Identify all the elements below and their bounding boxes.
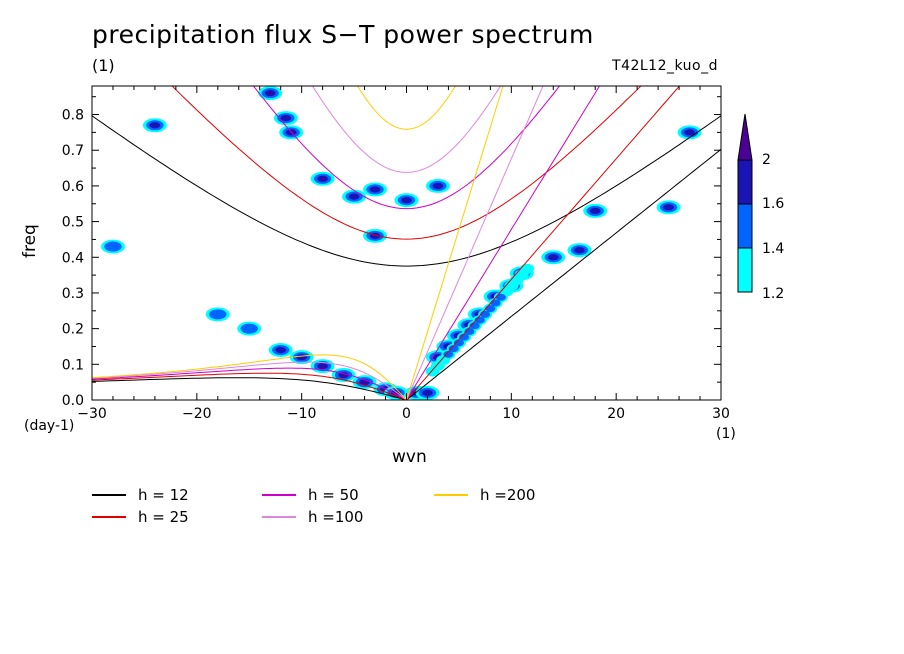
colorbar-top-triangle bbox=[737, 113, 753, 161]
plot-frame bbox=[91, 85, 722, 401]
x-tick-label: 10 bbox=[502, 406, 520, 422]
dispersion-curves bbox=[92, 86, 721, 400]
x-tick-label: −30 bbox=[77, 406, 107, 422]
legend-item-h100: h =100 bbox=[262, 508, 363, 526]
kelvin-curve bbox=[406, 86, 544, 400]
legend-label: h =100 bbox=[308, 508, 364, 526]
kelvin-curve bbox=[406, 86, 601, 400]
gravity-curve bbox=[92, 115, 721, 267]
axis-ticks: −30 −20 −10 0 10 20 30 0.0 0.1 0.2 0.3 0.4 0.5 0.6 0.7… bbox=[62, 86, 730, 422]
power-contour bbox=[684, 129, 695, 136]
power-contour bbox=[296, 354, 307, 361]
power-contour bbox=[320, 364, 325, 368]
x-tick-label: −20 bbox=[182, 406, 212, 422]
colorbar-label: 1.4 bbox=[762, 241, 784, 257]
x-tick-label: 20 bbox=[607, 406, 625, 422]
x-tick-label: −10 bbox=[287, 406, 317, 422]
colorbar-label: 1.6 bbox=[762, 196, 784, 212]
legend-swatch bbox=[262, 516, 296, 518]
legend-swatch bbox=[262, 494, 296, 496]
x-axis-unit: (1) bbox=[716, 426, 736, 442]
x-axis-label: wvn bbox=[392, 447, 427, 467]
colorbar: 1.2 1.4 1.6 2 bbox=[737, 113, 784, 302]
power-contour bbox=[341, 373, 346, 377]
legend-label: h = 50 bbox=[308, 486, 359, 504]
legend-swatch bbox=[92, 494, 126, 496]
legend-item-h12: h = 12 bbox=[92, 486, 189, 504]
rossby-curve bbox=[92, 354, 407, 400]
power-contour bbox=[362, 381, 367, 384]
power-contour bbox=[520, 263, 535, 274]
power-contour bbox=[432, 182, 444, 189]
power-contour bbox=[149, 122, 161, 129]
y-tick-label: 0.5 bbox=[62, 215, 84, 231]
rossby-curve bbox=[92, 367, 407, 400]
power-contour bbox=[453, 339, 464, 347]
power-contour bbox=[495, 293, 506, 301]
gravity-curve bbox=[252, 86, 561, 210]
legend-swatch bbox=[92, 516, 126, 518]
y-axis-unit: (day-1) bbox=[24, 418, 75, 434]
colorbar-box bbox=[737, 203, 753, 249]
kelvin-curve bbox=[406, 86, 504, 400]
y-tick-label: 0.3 bbox=[62, 286, 84, 302]
y-tick-label: 0.0 bbox=[62, 393, 84, 409]
power-contour bbox=[280, 115, 292, 122]
kelvin-curve bbox=[406, 86, 681, 400]
power-contour bbox=[490, 299, 501, 307]
power-contour bbox=[240, 323, 258, 334]
y-tick-label: 0.7 bbox=[62, 143, 84, 159]
legend-label: h = 12 bbox=[138, 486, 189, 504]
chart-title: precipitation flux S−T power spectrum bbox=[92, 20, 594, 49]
power-contour bbox=[268, 92, 273, 95]
x-tick-label: 30 bbox=[712, 406, 730, 422]
units-label-top: (1) bbox=[92, 56, 115, 75]
power-contour bbox=[104, 241, 122, 252]
y-tick-label: 0.2 bbox=[62, 322, 84, 338]
gravity-curve bbox=[171, 86, 642, 240]
colorbar-label: 1.2 bbox=[762, 286, 784, 302]
legend-label: h = 25 bbox=[138, 508, 189, 526]
power-contour bbox=[663, 204, 674, 211]
power-contour bbox=[209, 309, 227, 320]
power-contour bbox=[464, 327, 475, 335]
power-contour bbox=[448, 345, 459, 353]
y-tick-label: 0.8 bbox=[62, 108, 84, 124]
legend-label: h =200 bbox=[480, 486, 536, 504]
gravity-curve bbox=[311, 86, 502, 173]
power-contour bbox=[320, 177, 325, 180]
legend: h = 12 h = 25 h = 50 h =100 h =200 bbox=[92, 486, 612, 536]
power-contour bbox=[401, 197, 412, 204]
rossby-curve bbox=[92, 361, 407, 400]
run-id-label: T42L12_kuo_d bbox=[612, 58, 718, 74]
legend-swatch bbox=[434, 494, 468, 496]
rossby-curve bbox=[92, 372, 407, 400]
power-contour bbox=[459, 333, 470, 341]
power-contour bbox=[422, 389, 433, 396]
legend-item-h25: h = 25 bbox=[92, 508, 189, 526]
power-contour bbox=[443, 350, 454, 358]
power-contour bbox=[589, 207, 601, 214]
kelvin-curve bbox=[406, 148, 721, 400]
colorbar-box bbox=[737, 247, 753, 293]
power-contour bbox=[369, 186, 381, 193]
y-tick-label: 0.1 bbox=[62, 357, 84, 373]
power-contours bbox=[100, 86, 702, 400]
power-contour bbox=[275, 346, 286, 354]
y-tick-label: 0.6 bbox=[62, 179, 84, 195]
y-tick-label: 0.4 bbox=[62, 250, 84, 266]
x-tick-label: 0 bbox=[402, 406, 411, 422]
legend-item-h50: h = 50 bbox=[262, 486, 359, 504]
colorbar-label: 2 bbox=[762, 152, 771, 168]
gravity-curve bbox=[357, 86, 456, 130]
legend-item-h200: h =200 bbox=[434, 486, 535, 504]
power-contour bbox=[574, 247, 585, 254]
power-contour bbox=[547, 254, 559, 261]
rossby-curve bbox=[92, 377, 407, 400]
colorbar-box bbox=[737, 159, 753, 205]
power-contour bbox=[348, 193, 360, 200]
